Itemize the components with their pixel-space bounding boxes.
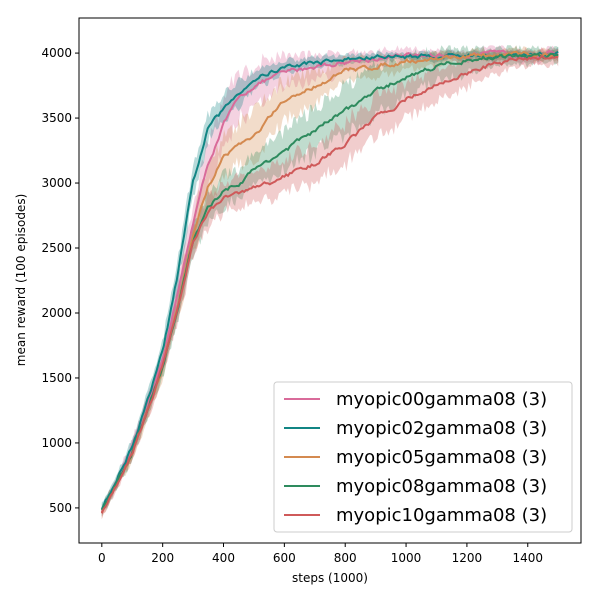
y-tick-label: 4000	[41, 46, 72, 60]
legend-entry: myopic08gamma08 (3)	[336, 476, 547, 497]
y-tick-label: 1500	[41, 371, 72, 385]
y-tick-label: 2000	[41, 306, 72, 320]
x-tick-label: 1000	[391, 551, 422, 565]
legend-entry: myopic05gamma08 (3)	[336, 447, 547, 468]
x-tick-label: 1200	[452, 551, 483, 565]
x-tick-label: 400	[212, 551, 235, 565]
y-tick-label: 3000	[41, 176, 72, 190]
y-tick-label: 1000	[41, 436, 72, 450]
legend-entry: myopic02gamma08 (3)	[336, 418, 547, 439]
y-axis-label: mean reward (100 episodes)	[14, 194, 28, 366]
x-tick-label: 600	[273, 551, 296, 565]
x-tick-label: 800	[334, 551, 357, 565]
x-tick-label: 200	[151, 551, 174, 565]
y-tick-label: 500	[49, 501, 72, 515]
x-axis-label: steps (1000)	[292, 571, 368, 585]
x-tick-label: 0	[98, 551, 106, 565]
y-tick-label: 3500	[41, 111, 72, 125]
y-tick-label: 2500	[41, 241, 72, 255]
legend-entry: myopic10gamma08 (3)	[336, 505, 547, 526]
legend: myopic00gamma08 (3) myopic02gamma08 (3) my…	[274, 382, 572, 532]
legend-entry: myopic00gamma08 (3)	[336, 389, 547, 410]
x-tick-label: 1400	[512, 551, 543, 565]
